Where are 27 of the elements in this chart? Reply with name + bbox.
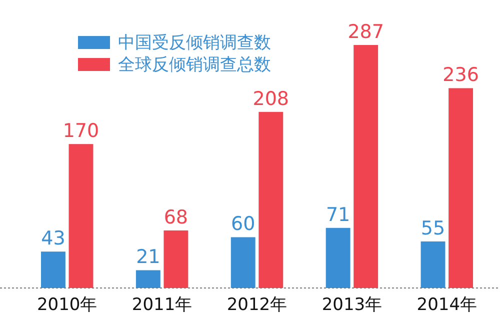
x-tick-label: 2011年 [132, 295, 192, 315]
x-tick-label: 2013年 [322, 295, 382, 315]
bar [68, 144, 94, 288]
bar [420, 241, 446, 288]
data-label: 21 [136, 246, 160, 268]
data-label: 236 [442, 64, 479, 86]
bar [164, 230, 188, 288]
legend-label: 中国受反倾销调查数 [118, 33, 271, 53]
data-label: 208 [252, 88, 290, 110]
data-label: 43 [41, 228, 66, 250]
x-tick-label: 2012年 [226, 295, 288, 315]
x-tick-label: 2014年 [416, 295, 478, 315]
data-label: 287 [348, 21, 384, 43]
legend-label: 全球反倾销调查总数 [118, 55, 271, 75]
data-label: 60 [231, 213, 256, 236]
data-label: 170 [62, 120, 100, 142]
bar [354, 45, 378, 288]
bar [230, 237, 256, 288]
bar [40, 252, 66, 288]
bar [448, 88, 474, 288]
x-tick-label: 2010年 [36, 295, 98, 315]
bar [136, 270, 160, 288]
bar [258, 112, 284, 288]
bar [326, 228, 350, 288]
data-label: 68 [164, 206, 188, 228]
data-label: 71 [326, 204, 350, 226]
data-label: 55 [420, 217, 446, 240]
